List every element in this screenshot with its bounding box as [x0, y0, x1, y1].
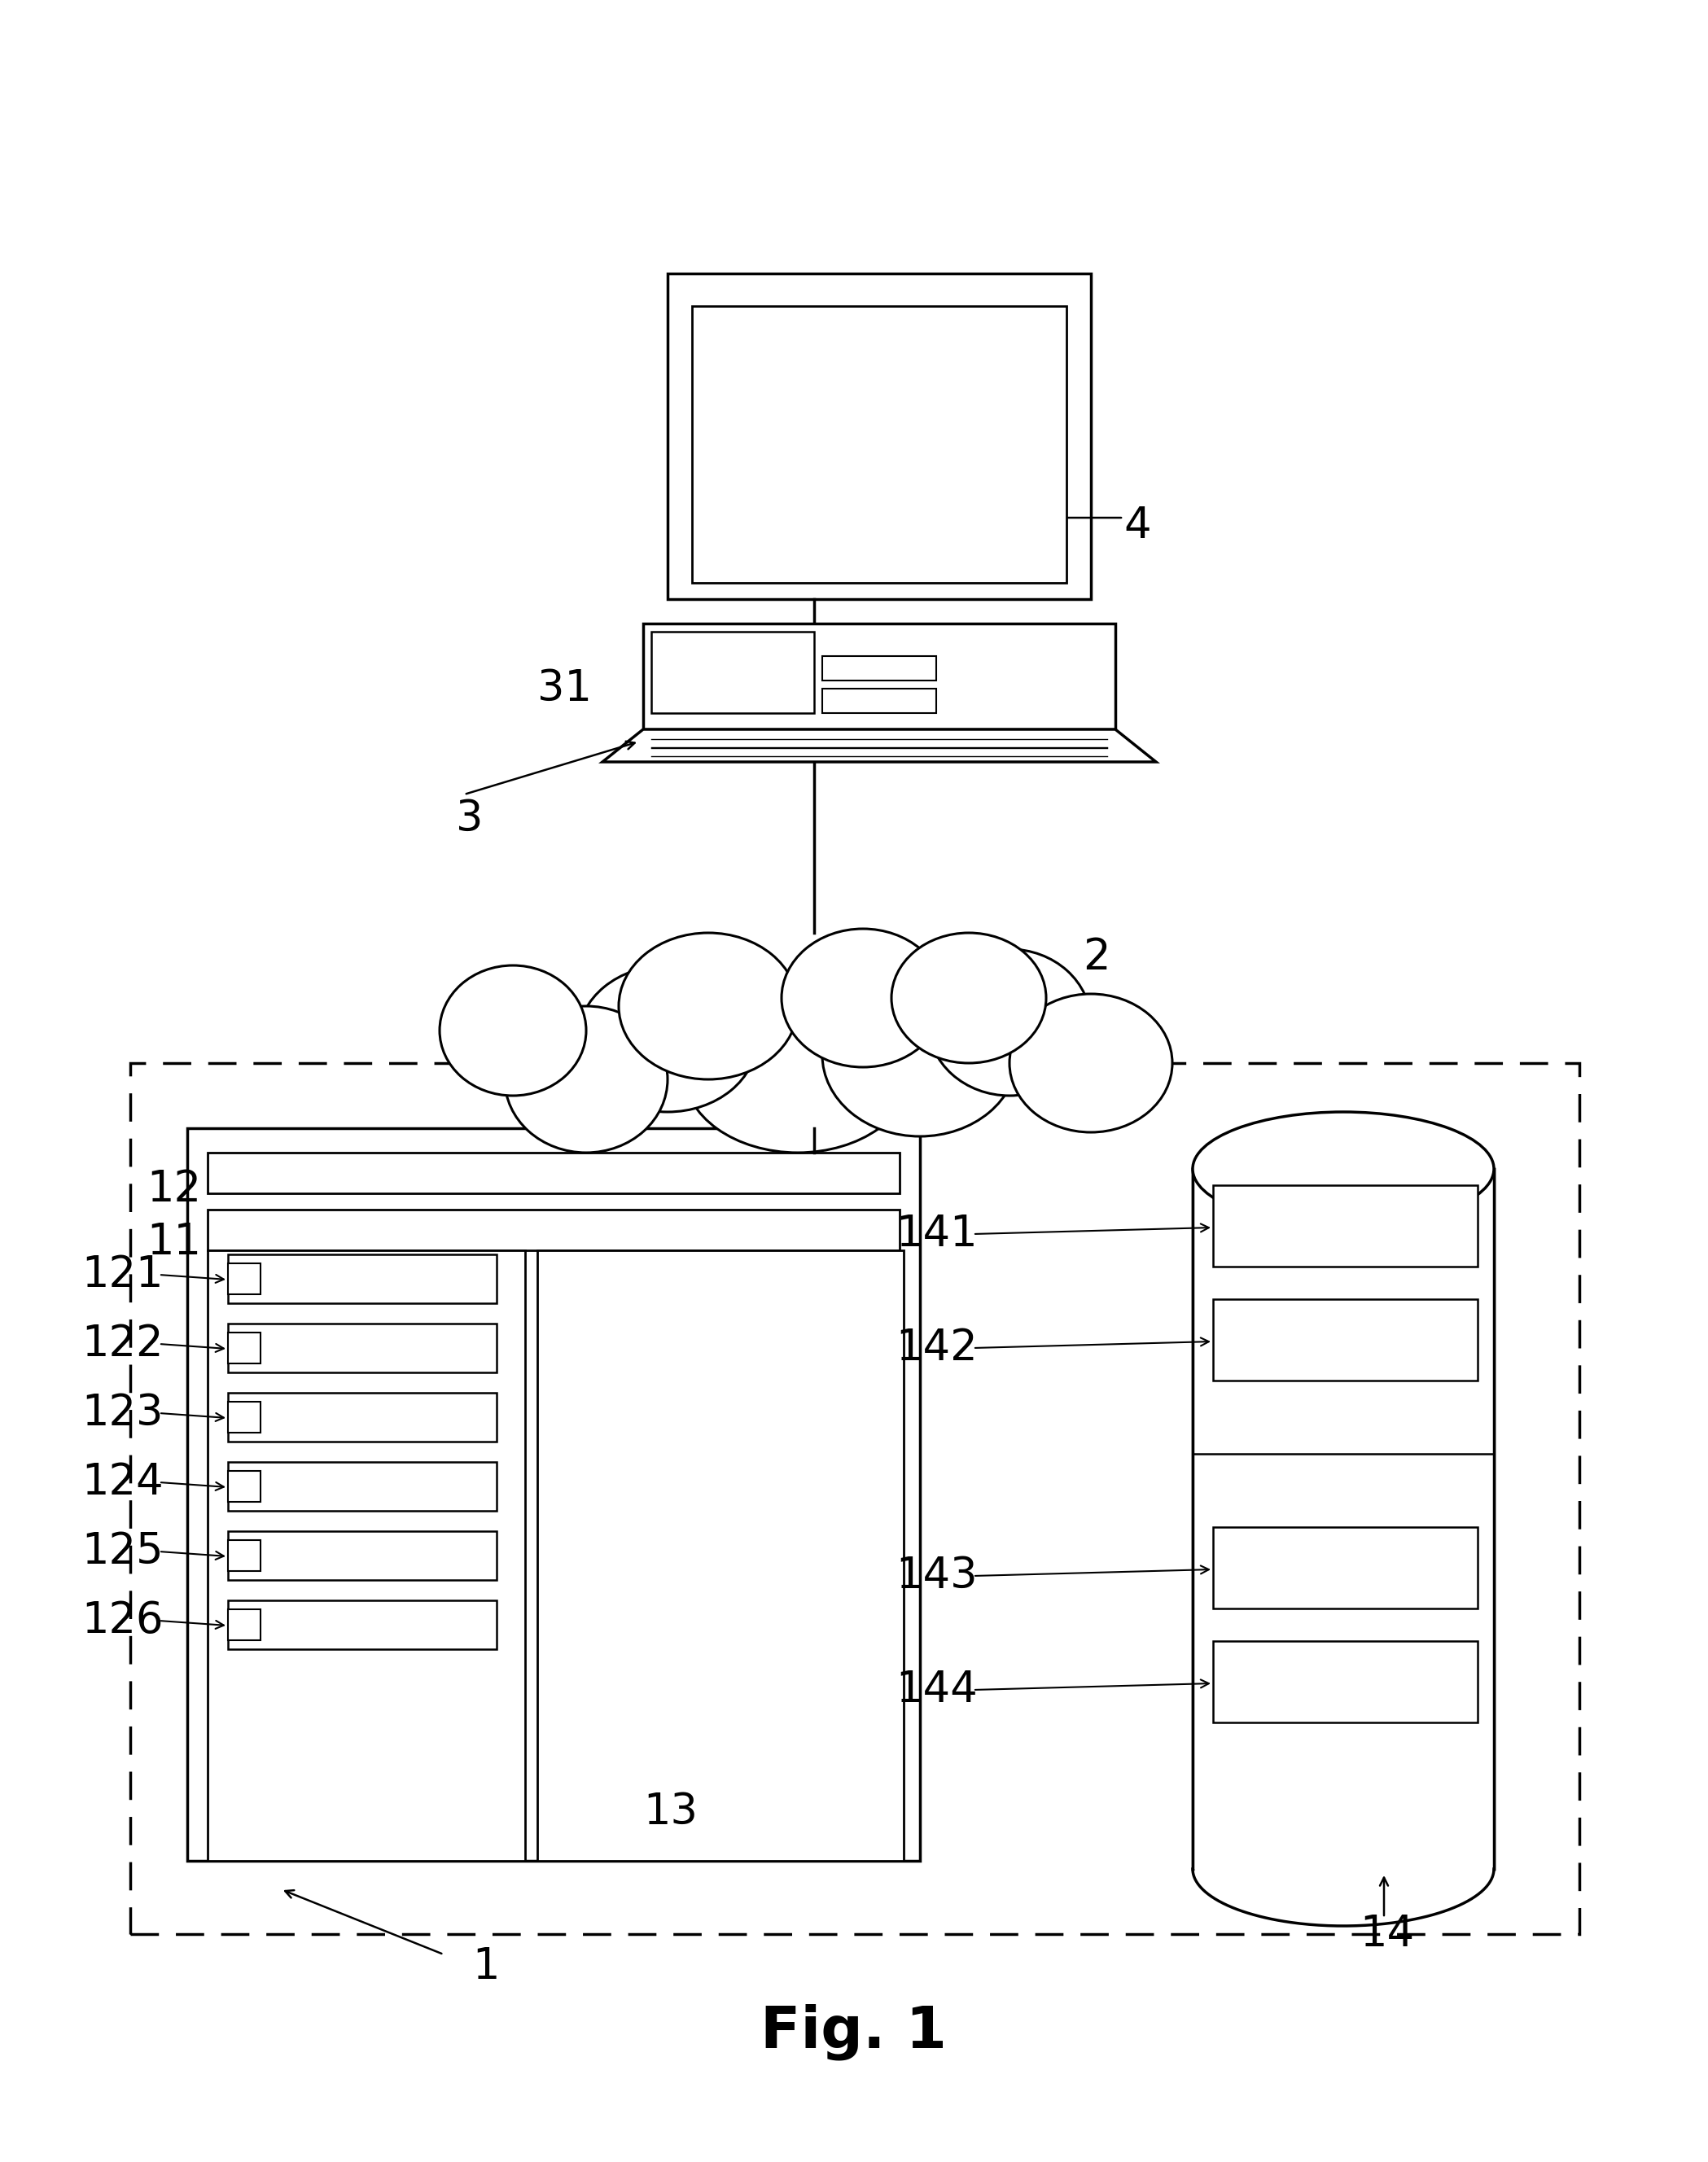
Text: 141: 141 [895, 1213, 977, 1256]
Bar [1213, 1299, 1477, 1382]
Text: 14: 14 [1360, 1913, 1414, 1954]
Bar [822, 655, 936, 681]
Text: 122: 122 [82, 1323, 164, 1364]
Ellipse shape [439, 966, 586, 1096]
Bar [227, 1332, 261, 1364]
Text: 124: 124 [82, 1462, 164, 1503]
Bar [227, 1254, 497, 1304]
Text: 144: 144 [895, 1669, 977, 1710]
Bar [227, 1609, 261, 1641]
Bar [1213, 1185, 1477, 1267]
Text: 31: 31 [538, 668, 593, 709]
Text: 4: 4 [1124, 504, 1151, 547]
Bar [227, 1392, 497, 1442]
Bar [692, 307, 1066, 584]
Text: 123: 123 [82, 1392, 164, 1433]
Bar [227, 1323, 497, 1373]
Bar [227, 1470, 261, 1503]
Bar [1213, 1641, 1477, 1723]
Text: 143: 143 [895, 1554, 977, 1598]
Text: 13: 13 [644, 1790, 697, 1833]
Ellipse shape [927, 949, 1091, 1096]
Ellipse shape [822, 973, 1018, 1137]
Bar [822, 690, 936, 713]
Bar [668, 275, 1091, 599]
Bar [227, 1531, 497, 1580]
Bar [651, 631, 815, 713]
Bar [1213, 1526, 1477, 1609]
Bar [227, 1600, 497, 1650]
Ellipse shape [1192, 1111, 1494, 1226]
Ellipse shape [782, 930, 945, 1068]
Bar [208, 1152, 900, 1193]
Ellipse shape [577, 966, 757, 1111]
Bar [227, 1401, 261, 1433]
Bar [538, 1250, 904, 1861]
Ellipse shape [1009, 995, 1172, 1133]
Text: 126: 126 [82, 1600, 164, 1641]
Text: 2: 2 [1083, 936, 1110, 979]
Text: 125: 125 [82, 1531, 164, 1572]
Ellipse shape [892, 932, 1045, 1064]
Bar [227, 1539, 261, 1572]
Bar [188, 1129, 921, 1861]
Bar [1192, 1170, 1494, 1868]
Bar [130, 1064, 1580, 1935]
Text: Fig. 1: Fig. 1 [760, 2004, 948, 2060]
Bar [208, 1209, 900, 1250]
Bar [208, 1250, 524, 1861]
Text: 142: 142 [895, 1327, 977, 1369]
Text: 11: 11 [147, 1222, 202, 1263]
Text: 3: 3 [456, 798, 483, 841]
Ellipse shape [683, 990, 912, 1152]
Ellipse shape [618, 932, 798, 1079]
Text: 121: 121 [82, 1254, 164, 1295]
Bar [227, 1462, 497, 1511]
Polygon shape [603, 729, 1156, 761]
Bar [227, 1263, 261, 1295]
Ellipse shape [506, 1005, 668, 1152]
Bar [644, 623, 1115, 729]
Text: 1: 1 [471, 1946, 499, 1987]
Text: 12: 12 [147, 1167, 202, 1211]
